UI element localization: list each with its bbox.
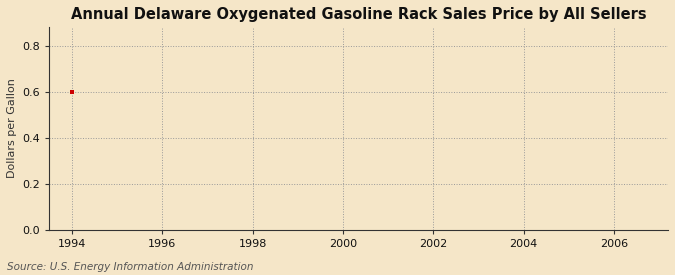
Y-axis label: Dollars per Gallon: Dollars per Gallon [7,79,17,178]
Text: Source: U.S. Energy Information Administration: Source: U.S. Energy Information Administ… [7,262,253,272]
Title: Annual Delaware Oxygenated Gasoline Rack Sales Price by All Sellers: Annual Delaware Oxygenated Gasoline Rack… [71,7,647,22]
